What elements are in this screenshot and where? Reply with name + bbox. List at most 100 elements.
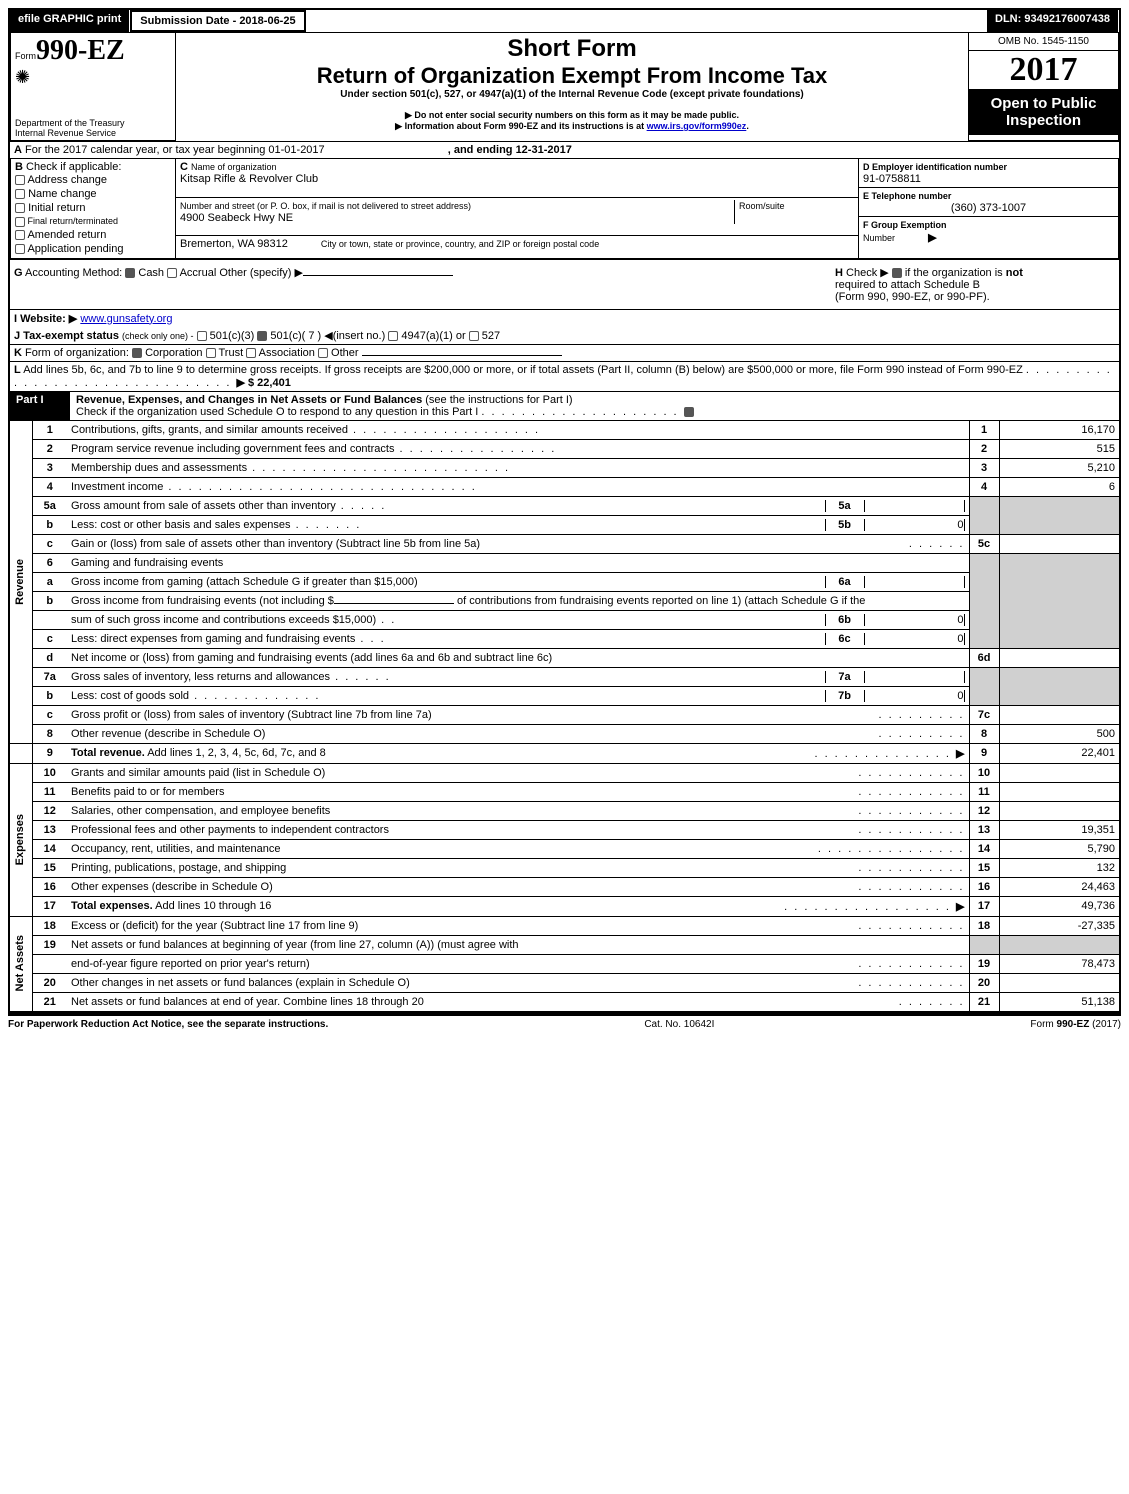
line-20-rnum: 20 <box>969 973 999 992</box>
line-7a-num: 7a <box>32 667 67 686</box>
return-title: Return of Organization Exempt From Incom… <box>180 63 964 89</box>
city-label: City or town, state or province, country… <box>321 239 599 249</box>
j-501c: 501(c)( 7 ) <box>270 330 321 342</box>
d-label: D Employer identification number <box>863 162 1007 172</box>
checkbox-4947[interactable] <box>388 331 398 341</box>
line-6b-desc2: of contributions from fundraising events… <box>457 595 865 607</box>
part1-title: Revenue, Expenses, and Changes in Net As… <box>76 394 422 406</box>
line-4-num: 4 <box>32 477 67 496</box>
checkbox-assoc[interactable] <box>246 348 256 358</box>
open-public-1: Open to Public <box>991 95 1097 112</box>
line-19-desc: Net assets or fund balances at beginning… <box>71 939 519 951</box>
line-13-rnum: 13 <box>969 820 999 839</box>
under-section: Under section 501(c), 527, or 4947(a)(1)… <box>180 89 964 100</box>
j-501c3: 501(c)(3) <box>210 330 255 342</box>
b-text: Check if applicable: <box>26 161 121 173</box>
checkbox-address-change[interactable] <box>15 175 25 185</box>
part1-title-sub: (see the instructions for Part I) <box>425 394 572 406</box>
line-5b-subamt: 0 <box>865 519 965 531</box>
room-label: Room/suite <box>739 201 785 211</box>
line-6a-sub: 6a <box>825 576 865 588</box>
f-label: F Group Exemption <box>863 220 947 230</box>
g-text: Accounting Method: <box>25 267 122 279</box>
line-7c-amt <box>999 705 1119 724</box>
line-6b-subamt: 0 <box>865 614 965 626</box>
line-6c-sub: 6c <box>825 633 865 645</box>
short-form-title: Short Form <box>180 35 964 63</box>
line-21-num: 21 <box>32 992 67 1011</box>
line-18-desc: Excess or (deficit) for the year (Subtra… <box>71 920 358 932</box>
line-8-desc: Other revenue (describe in Schedule O) <box>71 728 265 740</box>
submission-date: Submission Date - 2018-06-25 <box>130 10 305 32</box>
h-not: not <box>1006 267 1023 279</box>
h-text4: (Form 990, 990-EZ, or 990-PF). <box>835 291 990 303</box>
j-sub: (check only one) - <box>122 331 194 341</box>
line-11-desc: Benefits paid to or for members <box>71 786 224 798</box>
cb-application-pending-label: Application pending <box>27 243 123 255</box>
line-19-num: 19 <box>32 935 67 954</box>
line-7a-sub: 7a <box>825 671 865 683</box>
line-13-amt: 19,351 <box>999 820 1119 839</box>
k-other: Other <box>331 347 359 359</box>
k-text: Form of organization: <box>25 347 129 359</box>
line-2-desc: Program service revenue including govern… <box>71 443 394 455</box>
dept-treasury: Department of the Treasury <box>15 118 171 128</box>
efile-label: efile GRAPHIC print <box>10 10 130 32</box>
line-3-desc: Membership dues and assessments <box>71 462 247 474</box>
checkbox-corp[interactable] <box>132 348 142 358</box>
k-trust: Trust <box>218 347 243 359</box>
checkbox-name-change[interactable] <box>15 189 25 199</box>
line-12-desc: Salaries, other compensation, and employ… <box>71 805 330 817</box>
checkbox-accrual[interactable] <box>167 268 177 278</box>
line-10-num: 10 <box>32 763 67 782</box>
line-5a-desc: Gross amount from sale of assets other t… <box>71 500 336 512</box>
cash-label: Cash <box>138 267 164 279</box>
line-19-rnum: 19 <box>969 954 999 973</box>
line-6d-rnum: 6d <box>969 648 999 667</box>
checkbox-final-return[interactable] <box>15 217 25 227</box>
checkbox-trust[interactable] <box>206 348 216 358</box>
line-6a-desc: Gross income from gaming (attach Schedul… <box>71 576 418 588</box>
checkbox-k-other[interactable] <box>318 348 328 358</box>
checkbox-527[interactable] <box>469 331 479 341</box>
line-1-desc: Contributions, gifts, grants, and simila… <box>71 424 348 436</box>
line-6a-subamt <box>865 576 965 588</box>
line-18-num: 18 <box>32 916 67 935</box>
checkbox-initial-return[interactable] <box>15 203 25 213</box>
h-text3: required to attach Schedule B <box>835 279 980 291</box>
other-specify: Other (specify) ▶ <box>219 267 303 279</box>
line-3-amt: 5,210 <box>999 458 1119 477</box>
k-label: K <box>14 347 22 359</box>
checkbox-cash[interactable] <box>125 268 135 278</box>
line-13-num: 13 <box>32 820 67 839</box>
line-14-desc: Occupancy, rent, utilities, and maintena… <box>71 843 281 855</box>
c-text: Name of organization <box>191 162 277 172</box>
k-corp: Corporation <box>145 347 202 359</box>
checkbox-501c3[interactable] <box>197 331 207 341</box>
line-4-amt: 6 <box>999 477 1119 496</box>
checkbox-501c[interactable] <box>257 331 267 341</box>
l-amount: ▶ $ 22,401 <box>236 377 290 389</box>
form-number: 990-EZ <box>36 35 125 66</box>
checkbox-application-pending[interactable] <box>15 244 25 254</box>
netassets-section-label: Net Assets <box>14 935 26 991</box>
footer-right-form: 990-EZ <box>1057 1019 1090 1030</box>
dln: DLN: 93492176007438 <box>987 10 1119 32</box>
info-prefix: ▶ Information about Form 990-EZ and its … <box>395 121 646 131</box>
checkbox-schedule-o[interactable] <box>684 407 694 417</box>
line-21-desc: Net assets or fund balances at end of ye… <box>71 996 424 1008</box>
info-link[interactable]: www.irs.gov/form990ez <box>647 121 747 131</box>
website-link[interactable]: www.gunsafety.org <box>80 313 172 325</box>
line-6d-num: d <box>32 648 67 667</box>
line-6a-num: a <box>32 572 67 591</box>
line-6b-num: b <box>32 591 67 610</box>
line-21-amt: 51,138 <box>999 992 1119 1011</box>
line-1-amt: 16,170 <box>999 420 1119 439</box>
line-15-amt: 132 <box>999 858 1119 877</box>
line-7b-desc: Less: cost of goods sold <box>71 690 189 702</box>
checkbox-h[interactable] <box>892 268 902 278</box>
line-14-amt: 5,790 <box>999 839 1119 858</box>
line-7b-sub: 7b <box>825 690 865 702</box>
checkbox-amended-return[interactable] <box>15 230 25 240</box>
form-prefix: Form <box>15 51 36 61</box>
